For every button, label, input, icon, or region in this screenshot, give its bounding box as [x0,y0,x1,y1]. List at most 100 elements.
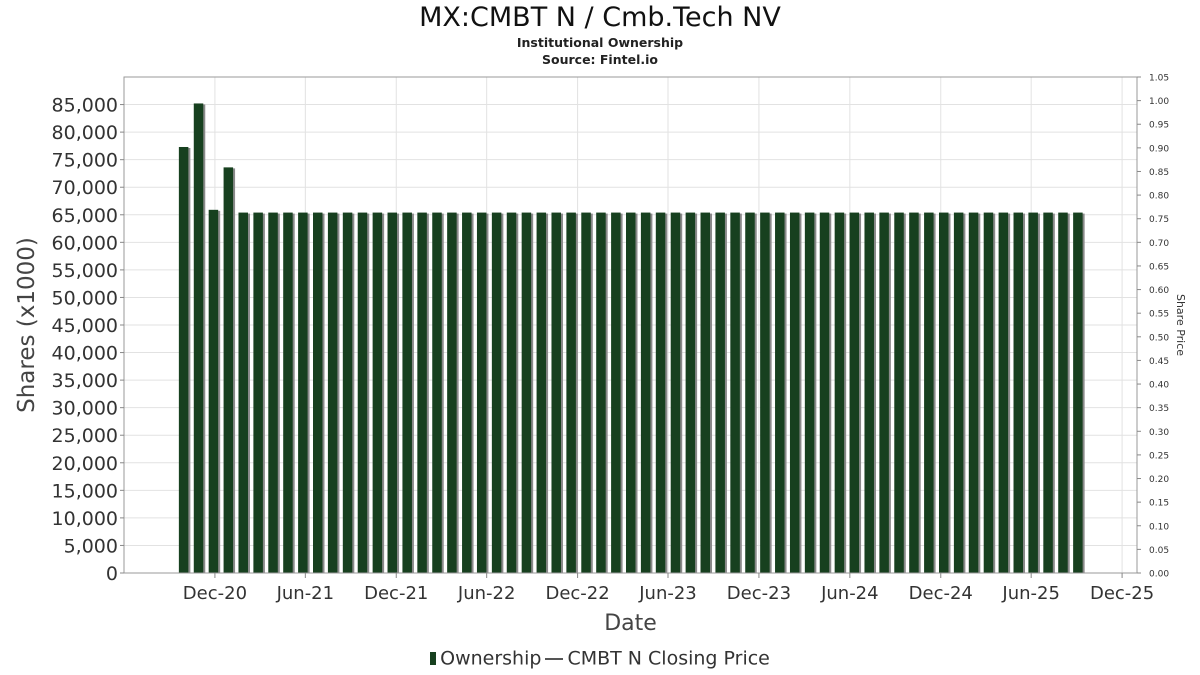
bar [387,212,398,573]
bar [789,212,800,573]
bar [909,212,919,573]
bar [968,212,979,573]
x-tick-label: Jun-21 [276,583,335,604]
bar [372,212,383,573]
y2-tick-label: 0.00 [1149,570,1169,580]
y-tick-label: 0 [106,563,118,585]
y2-tick-label: 0.80 [1149,192,1169,202]
bar [1043,212,1053,573]
legend-price-swatch [545,657,564,660]
y-tick-label: 45,000 [52,315,118,337]
y-tick-label: 30,000 [52,398,118,420]
y2-tick-label: 0.10 [1149,522,1169,532]
bar [283,212,293,573]
bar [342,212,353,573]
bar [745,212,755,573]
bar [879,212,889,573]
y2-tick-label: 0.85 [1149,168,1169,178]
bar [775,212,785,573]
bar [953,212,964,573]
bar [1028,212,1038,573]
bar [998,212,1009,573]
y2-tick-label: 0.55 [1149,310,1169,320]
bar [625,212,636,573]
legend-ownership-label: Ownership [440,647,542,670]
y-tick-label: 15,000 [52,480,118,502]
bar [596,212,606,573]
bar [402,212,412,573]
bar [521,212,532,573]
chart-title: MX:CMBT N / Cmb.Tech NV [419,2,781,33]
y2-tick-label: 0.60 [1149,286,1169,296]
bar [447,212,457,573]
bar [551,212,561,573]
y2-tick-label: 0.35 [1149,404,1169,414]
bar [313,212,323,573]
y-tick-label: 20,000 [52,453,118,475]
bar [357,212,368,573]
y2-tick-label: 0.30 [1149,428,1169,438]
bar [760,212,770,573]
y2-tick-label: 0.75 [1149,215,1169,225]
bar [611,212,621,573]
bar [178,146,189,574]
bar [208,209,219,573]
x-tick-label: Jun-22 [457,583,516,604]
y2-tick-label: 0.20 [1149,475,1169,485]
bar [476,212,487,573]
y2-tick-label: 0.45 [1149,357,1169,367]
bar [730,212,740,573]
y2-tick-label: 1.05 [1149,74,1169,84]
bar [1073,212,1083,573]
chart-subtitle: Institutional Ownership [516,35,684,50]
y-tick-label: 25,000 [52,425,118,447]
bar [506,212,517,573]
bar [864,212,874,573]
bar [700,212,711,573]
bar [670,212,681,573]
bar [417,212,427,573]
bar [983,212,994,573]
legend: Ownership CMBT N Closing Price [0,647,1200,670]
bar [238,212,248,573]
bar [536,212,547,573]
x-tick-label: Dec-25 [1090,583,1154,604]
x-tick-label: Dec-20 [183,583,247,604]
legend-ownership-swatch [430,652,437,665]
y2-tick-label: 0.15 [1149,499,1169,509]
bar [462,212,472,573]
y2-tick-label: 1.00 [1149,97,1169,107]
y2-axis-label: Share Price [1174,294,1187,356]
y-tick-label: 85,000 [52,95,118,117]
bar [432,212,442,573]
y2-tick-label: 0.40 [1149,381,1169,391]
bar [298,212,308,573]
x-tick-label: Dec-24 [909,583,973,604]
bar [819,212,830,573]
bar [834,212,845,573]
y2-tick-label: 0.70 [1149,239,1169,249]
bar [491,212,502,573]
y2-tick-label: 0.50 [1149,333,1169,343]
legend-price-label: CMBT N Closing Price [567,647,770,670]
x-tick-label: Dec-21 [364,583,428,604]
y2-tick-label: 0.65 [1149,262,1169,272]
bar [193,103,204,573]
bar [253,212,263,573]
y-tick-label: 55,000 [52,260,118,282]
x-tick-label: Jun-24 [820,583,879,604]
bar [715,212,725,573]
bar [849,212,860,573]
bar [581,212,591,573]
y-tick-label: 75,000 [52,150,118,172]
bar [804,212,815,573]
chart-source: Source: Fintel.io [542,52,658,67]
bar [268,212,278,573]
bar [685,212,696,573]
bar [327,212,338,573]
y2-tick-label: 0.95 [1149,121,1169,131]
y-tick-label: 10,000 [52,508,118,530]
bar [655,212,666,573]
x-tick-label: Dec-22 [545,583,609,604]
